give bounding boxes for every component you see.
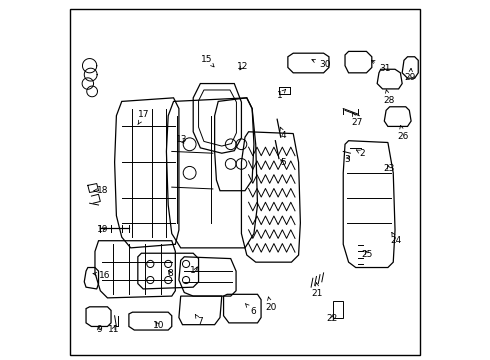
- Text: 26: 26: [397, 126, 409, 141]
- Text: 10: 10: [153, 321, 164, 330]
- Text: 8: 8: [168, 269, 173, 278]
- Text: 11: 11: [108, 325, 119, 334]
- Text: 12: 12: [237, 62, 248, 71]
- Bar: [333, 301, 343, 318]
- Text: 27: 27: [351, 112, 363, 127]
- Text: 5: 5: [280, 158, 286, 167]
- Text: 18: 18: [94, 185, 109, 194]
- Text: 6: 6: [245, 303, 256, 316]
- Text: 2: 2: [356, 149, 365, 158]
- Text: 25: 25: [362, 250, 373, 259]
- Text: 1: 1: [277, 89, 286, 100]
- Text: 9: 9: [96, 325, 102, 334]
- Text: 3: 3: [344, 155, 350, 164]
- Text: 16: 16: [93, 271, 110, 280]
- Text: 15: 15: [201, 55, 214, 67]
- Text: 7: 7: [196, 314, 203, 326]
- Text: 31: 31: [371, 60, 391, 73]
- Text: 20: 20: [266, 297, 277, 312]
- Text: 22: 22: [326, 314, 338, 323]
- Text: 21: 21: [312, 283, 323, 298]
- Text: 29: 29: [405, 68, 416, 82]
- Text: 19: 19: [97, 225, 109, 234]
- Text: 4: 4: [280, 127, 286, 140]
- Text: 28: 28: [383, 90, 394, 105]
- Text: 30: 30: [312, 59, 330, 69]
- Text: 14: 14: [190, 266, 201, 275]
- Text: 23: 23: [383, 164, 394, 173]
- Text: 17: 17: [138, 111, 149, 125]
- Text: 13: 13: [175, 135, 187, 144]
- Text: 24: 24: [391, 233, 402, 244]
